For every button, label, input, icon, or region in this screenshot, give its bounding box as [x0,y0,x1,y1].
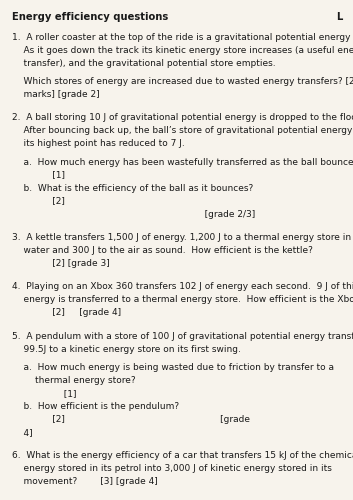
Text: a.  How much energy is being wasted due to friction by transfer to a: a. How much energy is being wasted due t… [12,363,334,372]
Text: b.  What is the efficiency of the ball as it bounces?: b. What is the efficiency of the ball as… [12,184,253,192]
Text: 6.  What is the energy efficiency of a car that transfers 15 kJ of the chemical: 6. What is the energy efficiency of a ca… [12,452,353,460]
Text: [2]                                                      [grade: [2] [grade [12,415,250,424]
Text: 1.  A roller coaster at the top of the ride is a gravitational potential energy : 1. A roller coaster at the top of the ri… [12,33,353,42]
Text: Which stores of energy are increased due to wasted energy transfers? [2: Which stores of energy are increased due… [12,77,353,86]
Text: 5.  A pendulum with a store of 100 J of gravitational potential energy transfers: 5. A pendulum with a store of 100 J of g… [12,332,353,341]
Text: energy is transferred to a thermal energy store.  How efficient is the Xbox?: energy is transferred to a thermal energ… [12,296,353,304]
Text: [grade 2/3]: [grade 2/3] [12,210,256,218]
Text: [1]: [1] [12,170,65,179]
Text: 4.  Playing on an Xbox 360 transfers 102 J of energy each second.  9 J of this: 4. Playing on an Xbox 360 transfers 102 … [12,282,353,292]
Text: its highest point has reduced to 7 J.: its highest point has reduced to 7 J. [12,140,185,148]
Text: thermal energy store?: thermal energy store? [12,376,136,385]
Text: Energy efficiency questions: Energy efficiency questions [12,12,169,22]
Text: movement?        [3] [grade 4]: movement? [3] [grade 4] [12,478,158,486]
Text: energy stored in its petrol into 3,000 J of kinetic energy stored in its: energy stored in its petrol into 3,000 J… [12,464,332,473]
Text: [2]     [grade 4]: [2] [grade 4] [12,308,121,318]
Text: 3.  A kettle transfers 1,500 J of energy. 1,200 J to a thermal energy store in t: 3. A kettle transfers 1,500 J of energy.… [12,233,353,242]
Text: 2.  A ball storing 10 J of gravitational potential energy is dropped to the floo: 2. A ball storing 10 J of gravitational … [12,114,353,122]
Text: b.  How efficient is the pendulum?: b. How efficient is the pendulum? [12,402,179,411]
Text: transfer), and the gravitational potential store empties.: transfer), and the gravitational potenti… [12,59,276,68]
Text: [2] [grade 3]: [2] [grade 3] [12,259,110,268]
Text: 99.5J to a kinetic energy store on its first swing.: 99.5J to a kinetic energy store on its f… [12,345,241,354]
Text: L: L [336,12,342,22]
Text: [1]: [1] [12,389,77,398]
Text: [2]: [2] [12,196,65,205]
Text: a.  How much energy has been wastefully transferred as the ball bounced?: a. How much energy has been wastefully t… [12,158,353,166]
Text: After bouncing back up, the ball’s store of gravitational potential energy at: After bouncing back up, the ball’s store… [12,126,353,136]
Text: marks] [grade 2]: marks] [grade 2] [12,90,100,99]
Text: 4]: 4] [12,428,33,437]
Text: water and 300 J to the air as sound.  How efficient is the kettle?: water and 300 J to the air as sound. How… [12,246,313,255]
Text: As it goes down the track its kinetic energy store increases (a useful energy: As it goes down the track its kinetic en… [12,46,353,55]
